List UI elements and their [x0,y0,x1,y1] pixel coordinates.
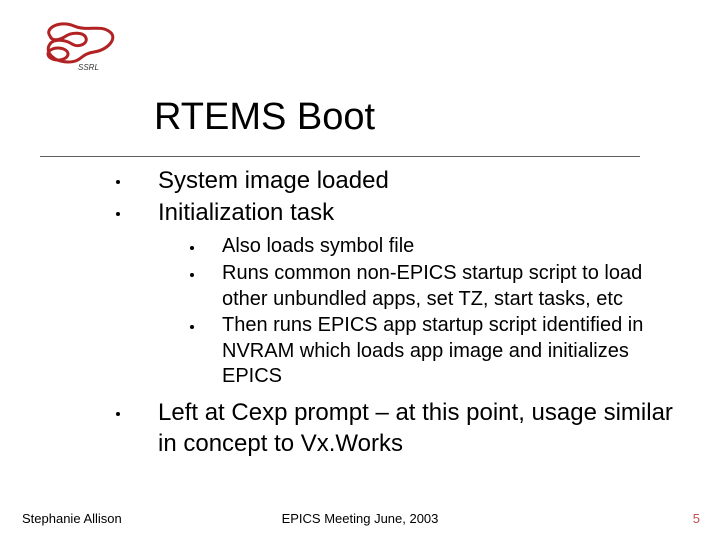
title-area: RTEMS Boot [0,98,720,138]
content-area: System image loaded Initialization task … [110,166,676,460]
bullet-text: Also loads symbol file [222,235,414,257]
bullet-list-level2: Also loads symbol file Runs common non-E… [158,234,676,390]
list-item: System image loaded [110,166,676,197]
ssrl-logo: SSRL [38,18,118,73]
footer: Stephanie Allison EPICS Meeting June, 20… [0,506,720,526]
bullet-text: Initialization task [158,199,334,226]
list-item: Left at Cexp prompt – at this point, usa… [110,398,676,459]
title-underline [40,156,640,157]
list-item: Then runs EPICS app startup script ident… [186,313,676,390]
bullet-text: Then runs EPICS app startup script ident… [222,314,643,387]
svg-text:SSRL: SSRL [78,63,99,72]
bullet-text: System image loaded [158,167,389,194]
footer-meeting: EPICS Meeting June, 2003 [0,511,720,526]
bullet-list-level1: System image loaded Initialization task … [110,166,676,459]
slide: SSRL RTEMS Boot System image loaded Init… [0,0,720,540]
bullet-text: Left at Cexp prompt – at this point, usa… [158,399,673,457]
list-item: Also loads symbol file [186,234,676,260]
slide-title: RTEMS Boot [154,98,720,138]
bullet-text: Runs common non-EPICS startup script to … [222,262,642,310]
list-item: Runs common non-EPICS startup script to … [186,261,676,312]
page-number: 5 [693,511,700,526]
list-item: Initialization task Also loads symbol fi… [110,198,676,390]
